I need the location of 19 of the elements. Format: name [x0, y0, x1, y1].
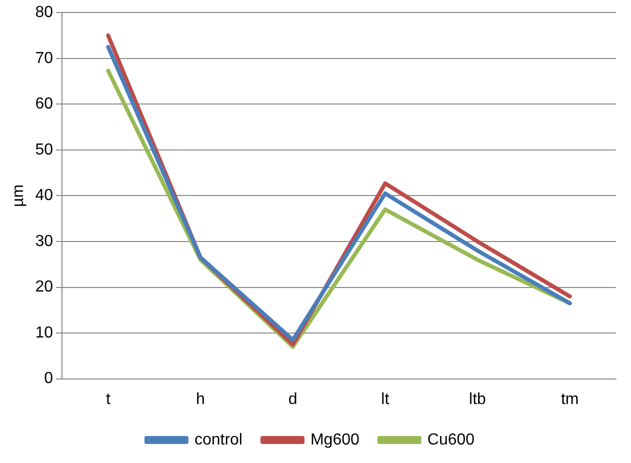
y-tick-label: 30 [35, 232, 54, 250]
y-tick-label: 40 [35, 187, 54, 204]
y-axis-title: µm [10, 184, 28, 207]
legend-label: Cu600 [427, 431, 475, 448]
y-tick-label: 0 [44, 370, 54, 388]
y-tick-label: 60 [35, 96, 54, 113]
x-tick-label: ltb [469, 390, 486, 408]
x-tick-label: h [196, 390, 205, 408]
x-tick-label: t [106, 390, 111, 408]
y-tick-label: 20 [35, 278, 54, 296]
y-tick-label: 80 [35, 4, 54, 22]
legend-label: Mg600 [310, 431, 360, 448]
legend-label: control [194, 431, 242, 448]
y-tick-label: 50 [35, 141, 54, 158]
y-tick-label: 70 [35, 50, 54, 67]
x-tick-label: lt [381, 390, 390, 408]
y-tick-label: 10 [35, 324, 54, 342]
x-tick-label: tm [560, 390, 579, 408]
x-tick-label: d [288, 390, 298, 408]
